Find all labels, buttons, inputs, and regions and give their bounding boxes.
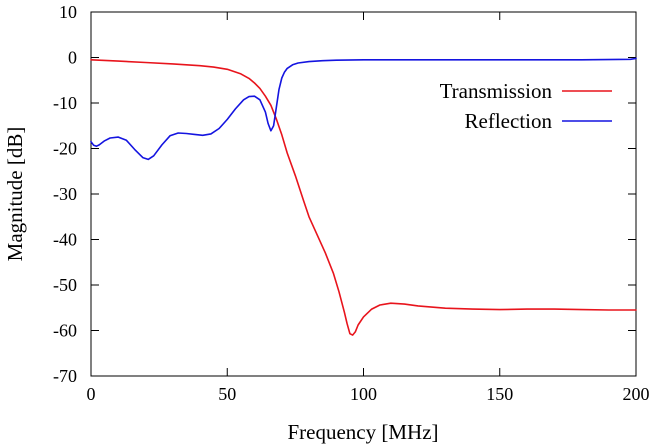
legend-label-transmission: Transmission bbox=[440, 79, 553, 103]
y-tick-label: 10 bbox=[59, 2, 77, 22]
x-tick-label: 100 bbox=[350, 384, 377, 404]
x-tick-label: 50 bbox=[218, 384, 236, 404]
x-tick-label: 200 bbox=[623, 384, 650, 404]
legend: Transmission Reflection bbox=[440, 79, 612, 133]
y-tick-label: -10 bbox=[53, 93, 77, 113]
y-tick-label: -20 bbox=[53, 139, 77, 159]
series-line-reflection bbox=[90, 57, 637, 161]
y-tick-label: -70 bbox=[53, 366, 77, 386]
series-group bbox=[90, 57, 637, 336]
axis-ticks: 0 50 100 150 200 -70 -60 -50 -40 -30 -20 -10 0 10 bbox=[53, 2, 650, 404]
legend-label-reflection: Reflection bbox=[465, 109, 553, 133]
y-tick-label: 0 bbox=[68, 48, 77, 68]
y-axis-title: Magnitude [dB] bbox=[3, 127, 27, 262]
y-tick-label: -30 bbox=[53, 184, 77, 204]
x-axis-title: Frequency [MHz] bbox=[287, 420, 438, 444]
x-tick-label: 150 bbox=[486, 384, 513, 404]
y-tick-label: -40 bbox=[53, 230, 77, 250]
y-tick-label: -50 bbox=[53, 275, 77, 295]
series-line-transmission bbox=[90, 58, 637, 336]
y-tick-label: -60 bbox=[53, 321, 77, 341]
plot-frame bbox=[90, 11, 637, 377]
x-tick-label: 0 bbox=[87, 384, 96, 404]
